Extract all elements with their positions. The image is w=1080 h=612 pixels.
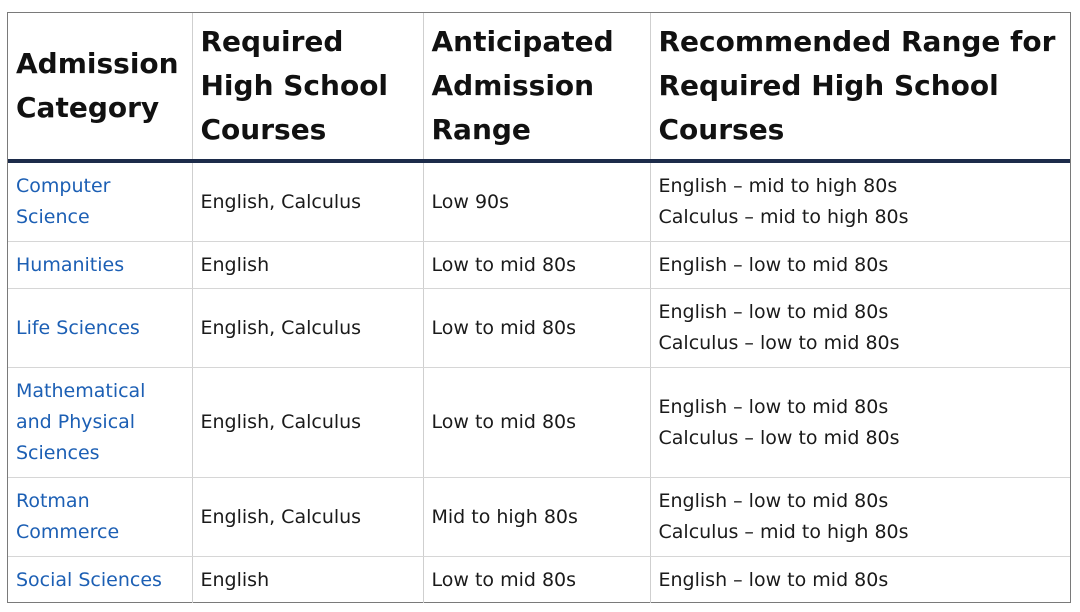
category-cell: Computer Science (8, 161, 193, 242)
range-cell: Low to mid 80s (423, 241, 651, 289)
courses-cell: English, Calculus (192, 161, 424, 242)
range-cell: Low to mid 80s (423, 288, 651, 368)
category-link-rotman-commerce[interactable]: Rotman Commerce (16, 490, 120, 543)
recommended-line: English – low to mid 80s (658, 568, 889, 591)
recommended-cell: English – low to mid 80s (650, 241, 1070, 289)
courses-cell: English (192, 556, 424, 603)
range-cell: Low to mid 80s (423, 556, 651, 603)
courses-cell: English, Calculus (192, 367, 424, 478)
recommended-line: Calculus – mid to high 80s (658, 521, 909, 543)
recommended-line: Calculus – mid to high 80s (658, 206, 909, 228)
header-admission-category: Admission Category (8, 13, 193, 163)
category-cell: Mathematical and Physical Sciences (8, 367, 193, 478)
category-link-humanities[interactable]: Humanities (16, 253, 125, 276)
table-header-row: Admission Category Required High School … (8, 13, 1070, 163)
recommended-cell: English – low to mid 80s Calculus – low … (650, 288, 1070, 368)
recommended-line: English – low to mid 80s (658, 490, 889, 512)
recommended-line: English – mid to high 80s (658, 175, 898, 197)
category-link-social-sciences[interactable]: Social Sciences (16, 568, 162, 591)
table-row: Humanities English Low to mid 80s Englis… (8, 241, 1070, 289)
recommended-line: English – low to mid 80s (658, 253, 889, 276)
category-link-computer-science[interactable]: Computer Science (16, 175, 111, 228)
category-cell: Humanities (8, 241, 193, 289)
recommended-cell: English – low to mid 80s (650, 557, 1070, 604)
category-cell: Life Sciences (8, 288, 193, 368)
recommended-cell: English – low to mid 80s Calculus – mid … (650, 477, 1070, 557)
table-row: Social Sciences English Low to mid 80s E… (8, 556, 1070, 604)
range-cell: Low to mid 80s (423, 367, 651, 478)
recommended-line: Calculus – low to mid 80s (658, 426, 900, 449)
admission-table: Admission Category Required High School … (8, 13, 1070, 603)
recommended-line: English – low to mid 80s (658, 301, 889, 323)
recommended-cell: English – mid to high 80s Calculus – mid… (650, 161, 1070, 242)
admission-table-container: Admission Category Required High School … (7, 12, 1071, 603)
category-link-life-sciences[interactable]: Life Sciences (16, 316, 140, 339)
table-row: Rotman Commerce English, Calculus Mid to… (8, 477, 1070, 557)
header-anticipated-range: Anticipated Admission Range (423, 13, 651, 163)
courses-cell: English, Calculus (192, 288, 424, 368)
category-cell: Rotman Commerce (8, 477, 193, 557)
table-row: Life Sciences English, Calculus Low to m… (8, 288, 1070, 368)
range-cell: Low 90s (423, 161, 651, 242)
table-row: Mathematical and Physical Sciences Engli… (8, 367, 1070, 478)
recommended-line: English – low to mid 80s (658, 395, 889, 418)
header-recommended-range: Recommended Range for Required High Scho… (650, 13, 1070, 163)
category-cell: Social Sciences (8, 556, 193, 603)
courses-cell: English (192, 241, 424, 289)
table-row: Computer Science English, Calculus Low 9… (8, 161, 1070, 242)
recommended-line: Calculus – low to mid 80s (658, 332, 900, 354)
range-cell: Mid to high 80s (423, 477, 651, 557)
category-link-mathematical-physical-sciences[interactable]: Mathematical and Physical Sciences (16, 380, 146, 464)
header-required-courses: Required High School Courses (192, 13, 424, 163)
recommended-cell: English – low to mid 80s Calculus – low … (650, 367, 1070, 478)
courses-cell: English, Calculus (192, 477, 424, 557)
